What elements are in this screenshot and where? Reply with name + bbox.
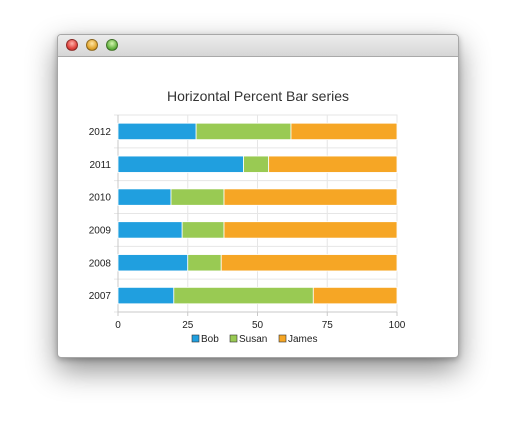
x-tick-label-100: 100 bbox=[389, 320, 406, 331]
percent-bar-chart: Horizontal Percent Bar series 2007200820… bbox=[89, 88, 406, 345]
bar-james-2012 bbox=[290, 122, 398, 141]
legend-swatch-james bbox=[278, 334, 287, 343]
bar-bob-2011 bbox=[117, 155, 244, 173]
x-axis-labels: 0 25 50 75 100 bbox=[115, 312, 406, 331]
bar-susan-2008 bbox=[187, 254, 222, 272]
legend-label-james: James bbox=[288, 334, 317, 345]
y-axis-labels: 2007 2008 2009 2010 2011 2012 bbox=[89, 127, 112, 302]
bar-bob-2008 bbox=[117, 254, 189, 272]
bar-james-2007 bbox=[312, 286, 398, 305]
chart-bars bbox=[117, 122, 398, 305]
chart-grid bbox=[114, 114, 398, 313]
bar-james-2008 bbox=[220, 254, 398, 272]
app-window: Horizontal Percent Bar series 2007 2008 20… bbox=[57, 34, 459, 358]
y-tick-label-2011: 2011 bbox=[89, 160, 111, 171]
minimize-window-icon[interactable] bbox=[86, 39, 98, 51]
chart-title: Horizontal Percent Bar series bbox=[167, 88, 349, 104]
chart-view: Horizontal Percent Bar series 2007 2008 20… bbox=[58, 57, 458, 357]
y-tick-label-2010: 2010 bbox=[89, 193, 112, 204]
bar-james-2011 bbox=[268, 155, 398, 173]
chart-legend: Bob Susan James bbox=[191, 334, 317, 345]
bar-bob-2010 bbox=[117, 188, 172, 206]
bar-bob-2007 bbox=[117, 286, 175, 305]
close-window-icon[interactable] bbox=[66, 39, 78, 51]
x-tick-label-75: 75 bbox=[322, 320, 334, 331]
y-tick-label-2009: 2009 bbox=[89, 225, 112, 236]
y-tick-label-2012: 2012 bbox=[89, 127, 112, 138]
bar-susan-2011 bbox=[243, 155, 270, 173]
bar-susan-2007 bbox=[173, 286, 314, 305]
y-tick-label-2008: 2008 bbox=[89, 258, 112, 269]
zoom-window-icon[interactable] bbox=[106, 39, 118, 51]
bar-susan-2009 bbox=[181, 221, 225, 239]
bar-bob-2012 bbox=[117, 122, 197, 141]
legend-swatch-susan bbox=[229, 334, 238, 343]
x-tick-label-25: 25 bbox=[182, 320, 194, 331]
legend-swatch-bob bbox=[191, 334, 200, 343]
y-tick-label-2007: 2007 bbox=[89, 291, 112, 302]
bar-james-2010 bbox=[223, 188, 398, 206]
bar-james-2009 bbox=[223, 221, 398, 239]
legend-label-susan: Susan bbox=[239, 334, 267, 345]
window-titlebar[interactable] bbox=[58, 35, 458, 57]
bar-susan-2010 bbox=[170, 188, 225, 206]
bar-susan-2012 bbox=[195, 122, 292, 141]
legend-label-bob: Bob bbox=[201, 334, 219, 345]
x-tick-label-0: 0 bbox=[115, 320, 121, 331]
bar-bob-2009 bbox=[117, 221, 183, 239]
x-tick-label-50: 50 bbox=[252, 320, 264, 331]
